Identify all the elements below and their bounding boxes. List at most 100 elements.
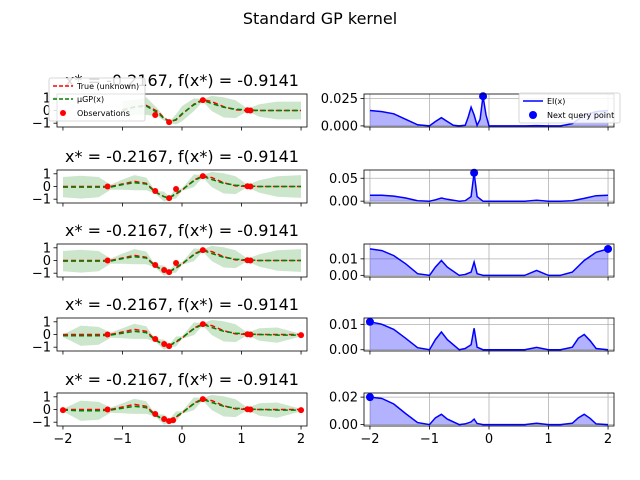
y-tick-label: −1 xyxy=(32,117,51,132)
x-tick-label: 2 xyxy=(297,432,305,447)
ei-panel-5: 0.00 0.02 −2 −1 0 1 2 xyxy=(329,391,615,447)
observation-point xyxy=(166,343,173,350)
observation-point xyxy=(170,417,177,424)
x-tick-label: −1 xyxy=(113,432,132,447)
x-tick-label: 2 xyxy=(604,432,612,447)
gp-mean-line xyxy=(122,99,301,123)
gp-mean-line xyxy=(62,398,301,422)
observation-point xyxy=(152,187,159,194)
y-tick-label: 0 xyxy=(43,328,51,343)
next-query-point xyxy=(604,244,613,253)
y-tick-label: −1 xyxy=(32,267,51,282)
ei-area xyxy=(370,321,608,350)
legend-next-swatch xyxy=(529,111,537,119)
observation-point xyxy=(152,335,159,342)
y-tick-label: 0 xyxy=(43,254,51,269)
subplot-title: x* = -0.2167, f(x*) = -0.9141 xyxy=(65,221,299,240)
y-tick-label: 0.05 xyxy=(329,172,358,187)
next-query-point xyxy=(365,393,374,402)
observation-point xyxy=(104,183,111,190)
y-tick-label: 0 xyxy=(43,104,51,119)
gp-plot-area xyxy=(63,245,301,276)
y-tick-label: 0.00 xyxy=(329,195,358,210)
observation-point xyxy=(104,406,111,413)
confidence-band xyxy=(122,95,301,125)
ei-panel-1: 0.000 0.025 EI(x) Next query point xyxy=(321,92,621,134)
gp-mean-line xyxy=(63,175,301,199)
y-tick-label: 0.00 xyxy=(329,418,358,433)
legend-observation-swatch xyxy=(60,110,66,116)
observation-point xyxy=(152,111,159,118)
ei-area xyxy=(370,397,608,425)
gp-plot-area xyxy=(63,171,301,202)
legend-box xyxy=(48,77,146,122)
observation-point xyxy=(161,416,168,423)
observation-point xyxy=(199,321,206,328)
observation-point xyxy=(152,261,159,268)
observation-point xyxy=(247,257,254,264)
legend-box xyxy=(518,92,621,124)
y-tick-label: −1 xyxy=(32,193,51,208)
gp-panel-2: −101 x* = -0.2167, f(x*) = -0.9141 xyxy=(32,147,308,208)
observation-point xyxy=(199,97,206,104)
next-query-point xyxy=(470,168,479,177)
x-tick-label: 0 xyxy=(485,432,493,447)
observation-point xyxy=(247,107,254,114)
y-tick-label: 0.000 xyxy=(321,119,358,134)
gp-panel-3: −101 x* = -0.2167, f(x*) = -0.9141 xyxy=(32,221,308,282)
ei-line xyxy=(369,321,609,351)
gp-plot-area xyxy=(62,394,301,425)
y-tick-label: 1 xyxy=(43,167,51,182)
observation-point xyxy=(104,257,111,264)
observation-point xyxy=(199,247,206,254)
y-tick-label: 0 xyxy=(43,180,51,195)
x-tick-label: 0 xyxy=(178,432,186,447)
gp-panel-5: −101−2 −1 0 1 2x* = -0.2167, f(x*) = -0.9141 xyxy=(32,370,308,447)
legend-label: Next query point xyxy=(547,111,614,120)
gp-legend: True (unknown) μGP(x) Observations xyxy=(48,77,146,122)
y-tick-label: 0.01 xyxy=(329,318,358,333)
gp-mean-line xyxy=(63,323,301,347)
figure-title: Standard GP kernel xyxy=(243,9,397,28)
y-tick-label: 0.01 xyxy=(329,252,358,267)
observation-point xyxy=(298,407,305,414)
y-tick-label: 0.00 xyxy=(329,269,358,284)
observation-point xyxy=(247,331,254,338)
ei-line xyxy=(369,96,609,128)
next-query-point xyxy=(365,317,374,326)
legend-label: EI(x) xyxy=(547,97,565,106)
ei-area xyxy=(370,172,608,202)
x-tick-label: −2 xyxy=(360,432,379,447)
x-tick-label: 1 xyxy=(237,432,245,447)
subplot-title: x* = -0.2167, f(x*) = -0.9141 xyxy=(65,295,299,314)
legend-label: True (unknown) xyxy=(76,82,139,91)
x-tick-label: −2 xyxy=(53,432,72,447)
y-tick-label: 1 xyxy=(43,91,51,106)
observation-point xyxy=(298,332,305,339)
x-tick-label: 1 xyxy=(544,432,552,447)
observation-point xyxy=(166,269,173,276)
legend-label: μGP(x) xyxy=(77,95,104,104)
y-tick-label: 1 xyxy=(43,241,51,256)
x-tick-label: −1 xyxy=(420,432,439,447)
observation-point xyxy=(173,186,180,193)
ei-area xyxy=(370,248,608,276)
observation-point xyxy=(247,406,254,413)
observation-point xyxy=(199,396,206,403)
observation-point xyxy=(247,183,254,190)
observation-point xyxy=(166,119,173,126)
y-tick-label: −1 xyxy=(32,341,51,356)
observation-point xyxy=(59,407,66,414)
y-tick-label: 0.02 xyxy=(329,391,358,406)
observation-point xyxy=(166,195,173,202)
y-tick-label: −1 xyxy=(32,416,51,431)
observation-point xyxy=(161,341,168,348)
subplot-title: x* = -0.2167, f(x*) = -0.9141 xyxy=(65,147,299,166)
ei-panel-2: 0.00 0.05 xyxy=(329,168,615,210)
y-tick-label: 1 xyxy=(43,315,51,330)
ei-legend: EI(x) Next query point xyxy=(518,92,621,124)
observation-point xyxy=(104,331,111,338)
